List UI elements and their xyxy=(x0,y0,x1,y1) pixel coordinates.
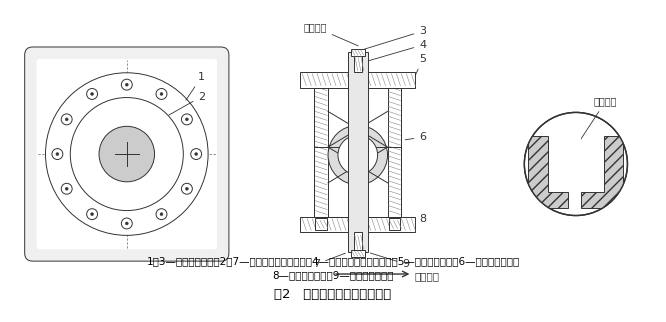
Circle shape xyxy=(156,209,167,220)
Circle shape xyxy=(160,92,163,95)
Circle shape xyxy=(181,183,192,194)
Text: 5: 5 xyxy=(414,54,426,77)
Bar xyxy=(315,219,327,231)
Circle shape xyxy=(99,126,155,182)
Circle shape xyxy=(185,118,188,121)
Bar xyxy=(351,250,365,257)
Text: 安装间隙: 安装间隙 xyxy=(580,97,617,140)
Bar xyxy=(354,232,362,250)
Text: 安装方向: 安装方向 xyxy=(414,271,440,281)
Circle shape xyxy=(185,187,188,190)
Text: 8—偏心块防护罩；9—防护罩安装螺栓: 8—偏心块防护罩；9—防护罩安装螺栓 xyxy=(272,270,394,280)
Text: 6: 6 xyxy=(405,132,426,142)
Circle shape xyxy=(194,153,198,156)
Text: 9: 9 xyxy=(370,253,410,269)
Circle shape xyxy=(56,153,59,156)
Circle shape xyxy=(156,89,167,99)
Bar xyxy=(348,52,368,252)
Bar xyxy=(314,88,402,216)
Text: 1、3—振动筛侧邦板；2、7—激振器轴承座压板盘；4—激振器轴承座紧固螺栓；5—激振器轴承座；6—激振器偏心块；: 1、3—振动筛侧邦板；2、7—激振器轴承座压板盘；4—激振器轴承座紧固螺栓；5—… xyxy=(147,256,519,266)
Circle shape xyxy=(52,149,63,159)
Text: 1: 1 xyxy=(186,72,205,100)
Circle shape xyxy=(65,187,68,190)
Circle shape xyxy=(65,118,68,121)
Bar xyxy=(568,136,581,192)
Circle shape xyxy=(121,218,133,229)
Text: 3: 3 xyxy=(364,26,426,49)
Bar xyxy=(354,54,362,72)
Polygon shape xyxy=(581,136,623,208)
Circle shape xyxy=(61,183,72,194)
Circle shape xyxy=(121,79,133,90)
Bar xyxy=(300,216,416,232)
Circle shape xyxy=(328,125,388,185)
Circle shape xyxy=(524,112,627,215)
Text: 4: 4 xyxy=(368,40,426,61)
Bar xyxy=(300,72,416,88)
Circle shape xyxy=(87,89,97,99)
Text: 8: 8 xyxy=(405,214,426,224)
Circle shape xyxy=(125,222,129,225)
Bar xyxy=(351,49,365,56)
Bar xyxy=(388,219,400,231)
Polygon shape xyxy=(528,136,568,208)
Circle shape xyxy=(125,83,129,86)
Circle shape xyxy=(160,213,163,216)
Circle shape xyxy=(61,114,72,125)
Bar xyxy=(314,88,328,216)
Circle shape xyxy=(181,114,192,125)
Circle shape xyxy=(190,149,202,159)
Text: 安装间隙: 安装间隙 xyxy=(303,22,358,46)
Circle shape xyxy=(45,73,208,235)
Bar xyxy=(388,88,402,216)
Text: 2: 2 xyxy=(169,91,205,115)
Circle shape xyxy=(338,135,378,175)
FancyBboxPatch shape xyxy=(37,59,217,249)
FancyBboxPatch shape xyxy=(25,47,229,261)
Circle shape xyxy=(91,213,94,216)
Text: 7: 7 xyxy=(313,253,345,269)
Circle shape xyxy=(91,92,94,95)
Text: 图2   振动筛激振器的安装方式: 图2 振动筛激振器的安装方式 xyxy=(274,288,392,301)
Circle shape xyxy=(87,209,97,220)
Circle shape xyxy=(71,98,183,211)
